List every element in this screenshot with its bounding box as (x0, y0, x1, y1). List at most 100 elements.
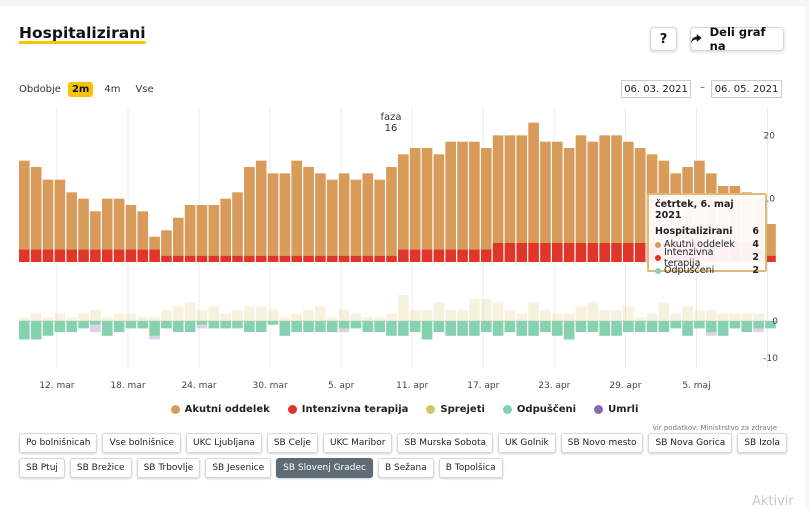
bar-acute[interactable] (42, 179, 54, 250)
bar-discharged[interactable] (125, 321, 137, 329)
bar-acute[interactable] (540, 141, 551, 243)
bar-discharged[interactable] (137, 321, 149, 329)
bar-acute[interactable] (433, 154, 445, 250)
bar-icu[interactable] (386, 255, 397, 262)
bar-acute[interactable] (480, 148, 492, 250)
bar-discharged[interactable] (78, 321, 89, 329)
bar-acute[interactable] (469, 141, 480, 250)
bar-icu[interactable] (575, 243, 587, 262)
bar-admitted[interactable] (457, 309, 468, 321)
bar-discharged[interactable] (101, 321, 113, 336)
bar-icu[interactable] (208, 255, 220, 262)
bar-admitted[interactable] (646, 313, 658, 321)
bar-acute[interactable] (78, 198, 89, 250)
bar-deceased[interactable] (90, 324, 101, 333)
bar-acute[interactable] (623, 141, 634, 243)
bar-icu[interactable] (184, 255, 196, 262)
bar-icu[interactable] (350, 255, 362, 262)
bar-admitted[interactable] (149, 317, 160, 321)
legend-item[interactable]: Intenzivna terapija (287, 404, 408, 415)
bar-icu[interactable] (232, 255, 243, 262)
bar-admitted[interactable] (161, 309, 172, 321)
bar-acute[interactable] (457, 141, 468, 250)
bar-admitted[interactable] (575, 306, 587, 321)
bar-discharged[interactable] (113, 321, 125, 333)
bar-admitted[interactable] (42, 317, 54, 321)
bar-admitted[interactable] (611, 309, 622, 321)
filter-chip[interactable]: SB Slovenj Gradec (276, 458, 373, 478)
bar-discharged[interactable] (492, 321, 504, 336)
bar-admitted[interactable] (386, 313, 397, 321)
bar-admitted[interactable] (326, 317, 338, 321)
bar-admitted[interactable] (125, 313, 137, 321)
legend-item[interactable]: Umrli (594, 404, 638, 415)
bar-discharged[interactable] (469, 321, 480, 336)
bar-icu[interactable] (66, 249, 78, 262)
bar-acute[interactable] (445, 141, 457, 250)
bar-icu[interactable] (551, 243, 563, 262)
bar-discharged[interactable] (291, 321, 303, 333)
bar-acute[interactable] (338, 173, 350, 256)
bar-icu[interactable] (611, 243, 622, 262)
bar-acute[interactable] (504, 135, 516, 243)
bar-discharged[interactable] (480, 321, 492, 333)
legend-item[interactable]: Akutni oddelek (170, 404, 270, 415)
bar-admitted[interactable] (30, 313, 42, 321)
bar-discharged[interactable] (244, 321, 255, 333)
bar-discharged[interactable] (623, 321, 634, 333)
bar-icu[interactable] (634, 243, 646, 262)
filter-chip[interactable]: Po bolnišnicah (19, 433, 98, 453)
bar-icu[interactable] (113, 249, 125, 262)
bar-icu[interactable] (445, 249, 457, 262)
bar-acute[interactable] (30, 167, 42, 250)
bar-acute[interactable] (386, 167, 397, 256)
bar-acute[interactable] (232, 192, 243, 256)
bar-icu[interactable] (125, 249, 137, 262)
bar-discharged[interactable] (220, 321, 231, 329)
bar-discharged[interactable] (54, 321, 66, 333)
bar-icu[interactable] (315, 255, 326, 262)
bar-icu[interactable] (457, 249, 468, 262)
bar-acute[interactable] (409, 148, 421, 250)
share-button[interactable]: Deli graf na (690, 25, 784, 53)
bar-icu[interactable] (101, 249, 113, 262)
bar-admitted[interactable] (705, 309, 717, 321)
bar-acute[interactable] (350, 179, 362, 256)
bar-acute[interactable] (279, 173, 291, 256)
bar-deceased[interactable] (149, 335, 160, 340)
bar-discharged[interactable] (30, 321, 42, 340)
bar-discharged[interactable] (682, 321, 693, 336)
bar-admitted[interactable] (66, 317, 78, 321)
bar-admitted[interactable] (729, 313, 741, 321)
bar-acute[interactable] (66, 192, 78, 250)
bar-icu[interactable] (30, 249, 42, 262)
bar-icu[interactable] (398, 249, 409, 262)
bar-admitted[interactable] (54, 313, 66, 321)
bar-discharged[interactable] (267, 321, 279, 325)
filter-chip[interactable]: SB Jesenice (205, 458, 272, 478)
filter-chip[interactable]: UKC Maribor (322, 433, 393, 453)
bar-discharged[interactable] (338, 321, 350, 329)
bar-admitted[interactable] (338, 309, 350, 321)
bar-acute[interactable] (587, 141, 599, 243)
bar-icu[interactable] (599, 243, 610, 262)
bar-acute[interactable] (315, 173, 326, 256)
bar-discharged[interactable] (42, 321, 54, 336)
bar-acute[interactable] (101, 198, 113, 250)
bar-discharged[interactable] (66, 321, 78, 333)
bar-admitted[interactable] (492, 302, 504, 322)
bar-icu[interactable] (563, 243, 575, 262)
period-option-4m[interactable]: 4m (104, 84, 121, 95)
bar-icu[interactable] (409, 249, 421, 262)
bar-discharged[interactable] (184, 321, 196, 333)
bar-acute[interactable] (362, 173, 374, 256)
bar-icu[interactable] (303, 255, 314, 262)
bar-admitted[interactable] (694, 309, 705, 321)
bar-acute[interactable] (551, 141, 563, 243)
bar-discharged[interactable] (445, 321, 457, 336)
bar-acute[interactable] (220, 198, 231, 256)
bar-admitted[interactable] (623, 306, 634, 321)
bar-discharged[interactable] (563, 321, 575, 340)
bar-icu[interactable] (528, 243, 539, 262)
legend-item[interactable]: Sprejeti (426, 404, 485, 415)
